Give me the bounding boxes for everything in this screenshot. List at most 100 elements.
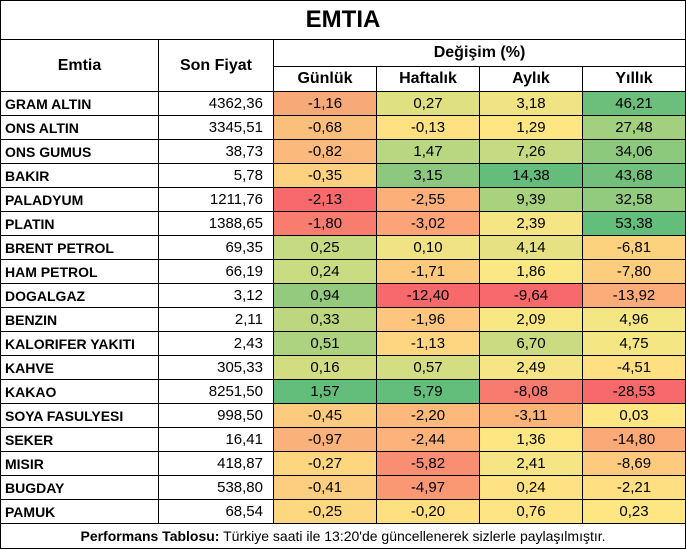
table-row: PAMUK 68,54 -0,25 -0,20 0,76 0,23 xyxy=(0,499,686,524)
change-yearly: 0,23 xyxy=(581,499,686,524)
change-monthly: 2,41 xyxy=(479,451,583,476)
change-daily: -0,45 xyxy=(273,403,377,428)
commodity-name: DOGALGAZ xyxy=(0,283,159,308)
commodity-price: 418,87 xyxy=(158,451,274,476)
change-yearly: 4,96 xyxy=(581,307,686,332)
commodity-price: 69,35 xyxy=(158,235,274,260)
change-yearly: -14,80 xyxy=(581,427,686,452)
change-daily: -1,80 xyxy=(273,211,377,236)
change-weekly: 1,47 xyxy=(376,139,480,164)
change-monthly: -9,64 xyxy=(479,283,583,308)
table-row: BAKIR 5,78 -0,35 3,15 14,38 43,68 xyxy=(0,163,686,188)
header-daily: Günlük xyxy=(273,66,377,92)
commodity-name: KALORIFER YAKITI xyxy=(0,331,159,356)
change-weekly: 5,79 xyxy=(376,379,480,404)
change-daily: 0,25 xyxy=(273,235,377,260)
change-monthly: 2,09 xyxy=(479,307,583,332)
change-daily: 0,16 xyxy=(273,355,377,380)
commodity-price: 2,43 xyxy=(158,331,274,356)
change-yearly: -6,81 xyxy=(581,235,686,260)
commodity-price: 16,41 xyxy=(158,427,274,452)
commodity-name: BENZIN xyxy=(0,307,159,332)
change-yearly: -13,92 xyxy=(581,283,686,308)
footer-text: Türkiye saati ile 13:20'de güncellenerek… xyxy=(219,528,606,544)
table-row: PALADYUM 1211,76 -2,13 -2,55 9,39 32,58 xyxy=(0,187,686,212)
change-yearly: 46,21 xyxy=(581,91,686,116)
change-weekly: 0,57 xyxy=(376,355,480,380)
commodity-name: ONS ALTIN xyxy=(0,115,159,140)
commodity-name: BUGDAY xyxy=(0,475,159,500)
table-row: GRAM ALTIN 4362,36 -1,16 0,27 3,18 46,21 xyxy=(0,91,686,116)
commodity-price: 38,73 xyxy=(158,139,274,164)
header-commodity: Emtia xyxy=(0,39,159,92)
change-monthly: 0,76 xyxy=(479,499,583,524)
commodity-price: 66,19 xyxy=(158,259,274,284)
change-monthly: 7,26 xyxy=(479,139,583,164)
table-row: BRENT PETROL 69,35 0,25 0,10 4,14 -6,81 xyxy=(0,235,686,260)
commodity-price: 2,11 xyxy=(158,307,274,332)
footer-label: Performans Tablosu: xyxy=(80,528,220,544)
commodity-name: SEKER xyxy=(0,427,159,452)
change-yearly: 0,03 xyxy=(581,403,686,428)
commodity-name: HAM PETROL xyxy=(0,259,159,284)
commodity-price: 4362,36 xyxy=(158,91,274,116)
commodity-name: PAMUK xyxy=(0,499,159,524)
change-yearly: -7,80 xyxy=(581,259,686,284)
change-daily: 1,57 xyxy=(273,379,377,404)
commodity-price: 3,12 xyxy=(158,283,274,308)
commodity-price: 3345,51 xyxy=(158,115,274,140)
change-monthly: -3,11 xyxy=(479,403,583,428)
change-monthly: 0,24 xyxy=(479,475,583,500)
change-daily: 0,24 xyxy=(273,259,377,284)
commodity-price: 8251,50 xyxy=(158,379,274,404)
change-yearly: 32,58 xyxy=(581,187,686,212)
commodity-name: KAKAO xyxy=(0,379,159,404)
table-row: SEKER 16,41 -0,97 -2,44 1,36 -14,80 xyxy=(0,427,686,452)
table-row: SOYA FASULYESI 998,50 -0,45 -2,20 -3,11 0,03 xyxy=(0,403,686,428)
change-daily: -0,68 xyxy=(273,115,377,140)
commodity-name: GRAM ALTIN xyxy=(0,91,159,116)
table-row: ONS ALTIN 3345,51 -0,68 -0,13 1,29 27,48 xyxy=(0,115,686,140)
change-weekly: -1,13 xyxy=(376,331,480,356)
change-weekly: 0,10 xyxy=(376,235,480,260)
change-weekly: 3,15 xyxy=(376,163,480,188)
change-monthly: 6,70 xyxy=(479,331,583,356)
change-daily: -0,35 xyxy=(273,163,377,188)
change-weekly: -5,82 xyxy=(376,451,480,476)
header-monthly: Aylık xyxy=(479,66,583,92)
table-row: BUGDAY 538,80 -0,41 -4,97 0,24 -2,21 xyxy=(0,475,686,500)
change-daily: -1,16 xyxy=(273,91,377,116)
change-weekly: -1,96 xyxy=(376,307,480,332)
change-yearly: 4,75 xyxy=(581,331,686,356)
commodity-price: 305,33 xyxy=(158,355,274,380)
change-monthly: 1,29 xyxy=(479,115,583,140)
change-monthly: 2,39 xyxy=(479,211,583,236)
commodity-price: 68,54 xyxy=(158,499,274,524)
commodity-name: ONS GUMUS xyxy=(0,139,159,164)
table-row: MISIR 418,87 -0,27 -5,82 2,41 -8,69 xyxy=(0,451,686,476)
header-yearly: Yıllık xyxy=(581,66,686,92)
change-yearly: -2,21 xyxy=(581,475,686,500)
change-yearly: 43,68 xyxy=(581,163,686,188)
table-row: PLATIN 1388,65 -1,80 -3,02 2,39 53,38 xyxy=(0,211,686,236)
change-daily: -0,82 xyxy=(273,139,377,164)
change-daily: -0,25 xyxy=(273,499,377,524)
commodity-price: 1388,65 xyxy=(158,211,274,236)
table-body: GRAM ALTIN 4362,36 -1,16 0,27 3,18 46,21 ONS A… xyxy=(0,91,686,524)
change-yearly: -8,69 xyxy=(581,451,686,476)
change-monthly: 3,18 xyxy=(479,91,583,116)
change-daily: 0,33 xyxy=(273,307,377,332)
change-daily: 0,94 xyxy=(273,283,377,308)
change-yearly: -4,51 xyxy=(581,355,686,380)
table-row: ONS GUMUS 38,73 -0,82 1,47 7,26 34,06 xyxy=(0,139,686,164)
change-monthly: 4,14 xyxy=(479,235,583,260)
change-daily: -0,97 xyxy=(273,427,377,452)
commodity-name: BAKIR xyxy=(0,163,159,188)
change-yearly: 27,48 xyxy=(581,115,686,140)
change-yearly: 53,38 xyxy=(581,211,686,236)
header-change-group: Değişim (%) xyxy=(272,39,686,67)
table-row: HAM PETROL 66,19 0,24 -1,71 1,86 -7,80 xyxy=(0,259,686,284)
commodity-name: PALADYUM xyxy=(0,187,159,212)
change-yearly: 34,06 xyxy=(581,139,686,164)
